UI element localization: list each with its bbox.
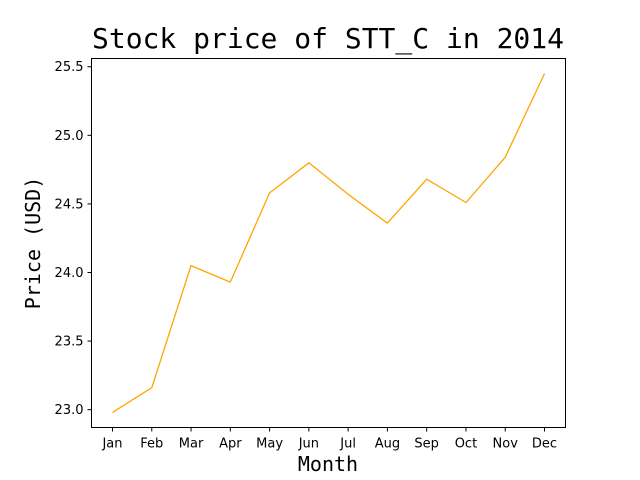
x-tick-label: Aug bbox=[375, 437, 400, 452]
x-tick-label: May bbox=[256, 437, 283, 452]
x-tick-label: Jun bbox=[298, 437, 319, 452]
x-tick-label: Jul bbox=[339, 437, 356, 452]
y-axis: 23.0 23.5 24.0 24.5 25.0 25.5 bbox=[55, 60, 92, 418]
y-axis-label: Price (USD) bbox=[21, 177, 45, 309]
x-axis: Jan Feb Mar Apr May Jun Jul Aug Sep Oct Nov Dec bbox=[101, 427, 557, 452]
x-tick-label: Jan bbox=[101, 437, 122, 452]
chart-title: Stock price of STT_C in 2014 bbox=[92, 22, 564, 56]
x-tick-label: Nov bbox=[493, 437, 519, 452]
series-layer bbox=[112, 73, 546, 413]
x-tick-label: Sep bbox=[414, 437, 439, 452]
x-tick-label: Mar bbox=[179, 437, 204, 452]
plot-area bbox=[91, 58, 566, 428]
y-tick-label: 24.0 bbox=[55, 266, 84, 281]
x-tick-label: Oct bbox=[455, 437, 477, 452]
y-tick-label: 24.5 bbox=[55, 197, 84, 212]
y-tick-label: 25.0 bbox=[55, 129, 84, 144]
y-tick-label: 25.5 bbox=[55, 60, 84, 75]
x-tick-label: Feb bbox=[140, 437, 163, 452]
x-tick-label: Apr bbox=[219, 437, 242, 452]
x-tick-label: Dec bbox=[532, 437, 557, 452]
y-tick-label: 23.5 bbox=[55, 335, 84, 350]
y-tick-label: 23.0 bbox=[55, 403, 84, 418]
series-line bbox=[112, 73, 546, 413]
x-axis-label: Month bbox=[298, 452, 358, 476]
